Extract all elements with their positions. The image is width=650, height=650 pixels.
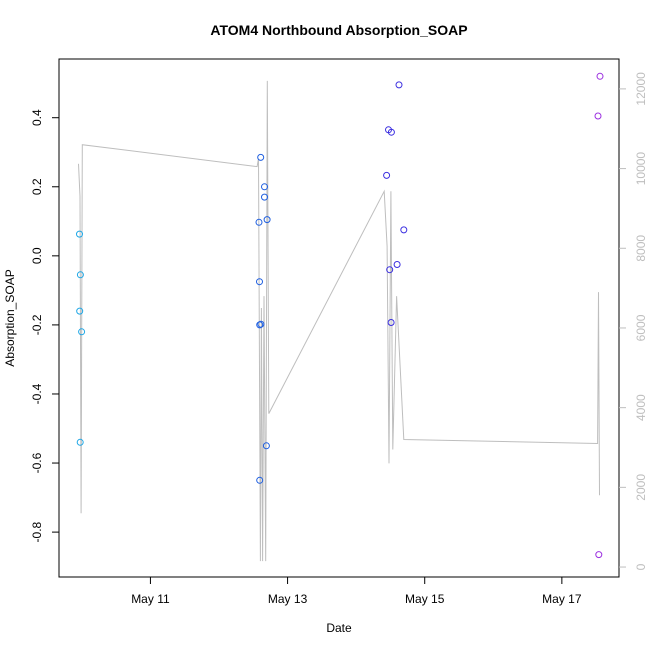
data-point	[383, 171, 391, 179]
plot-frame	[58, 58, 620, 578]
y2-tick-label: 10000	[634, 152, 648, 186]
y2-tick-label: 4000	[634, 394, 648, 421]
x-tick-label: May 13	[268, 592, 308, 606]
chart-title: ATOM4 Northbound Absorption_SOAP	[210, 22, 467, 38]
y-tick-label: -0.2	[30, 314, 44, 335]
x-tick-label: May 17	[542, 592, 582, 606]
data-point	[262, 442, 270, 450]
y2-tick-label: 6000	[634, 314, 648, 341]
data-point	[395, 81, 403, 89]
data-point	[393, 261, 401, 268]
data-point	[263, 216, 271, 224]
y-tick-label: 0.2	[30, 178, 44, 195]
data-point	[386, 266, 394, 274]
x-axis: May 11 May 13 May 15 May 17	[131, 577, 582, 606]
points-layer	[76, 72, 604, 559]
y2-tick-label: 12000	[634, 72, 648, 106]
data-point	[78, 328, 86, 336]
data-point	[256, 278, 263, 286]
data-point	[76, 307, 84, 315]
data-point	[256, 321, 264, 329]
data-point	[400, 226, 408, 234]
data-point	[256, 476, 264, 484]
x-tick-label: May 11	[131, 592, 170, 606]
data-point	[594, 112, 602, 120]
data-point	[596, 72, 604, 80]
y-tick-label: 0.4	[30, 109, 44, 126]
y-tick-label: -0.6	[30, 452, 44, 473]
data-point	[261, 193, 268, 201]
y-axis-label: Absorption_SOAP	[3, 269, 17, 366]
secondary-line-layer	[78, 80, 600, 562]
y-tick-label: -0.8	[30, 521, 44, 542]
y2-tick-label: 2000	[634, 474, 648, 501]
data-point	[387, 128, 395, 136]
data-point	[257, 153, 265, 161]
data-point	[255, 218, 263, 226]
secondary-series-line	[78, 80, 600, 562]
data-point	[387, 319, 395, 326]
data-point	[257, 320, 265, 328]
data-point	[261, 183, 268, 191]
data-point	[595, 551, 603, 559]
y2-tick-label: 8000	[634, 235, 648, 262]
y2-tick-label: 0	[634, 563, 648, 570]
y-tick-label: 0.0	[30, 247, 44, 264]
data-point	[76, 230, 83, 238]
y-tick-label: -0.4	[30, 383, 44, 404]
data-point	[76, 271, 84, 279]
x-axis-label: Date	[326, 621, 352, 635]
y-axis-left: -0.8 -0.6 -0.4 -0.2 0.0 0.2 0.4	[30, 109, 59, 542]
y-axis-right: 0 2000 4000 6000 8000 10000 12000	[619, 72, 648, 570]
data-point	[76, 438, 84, 446]
x-tick-label: May 15	[405, 592, 445, 606]
